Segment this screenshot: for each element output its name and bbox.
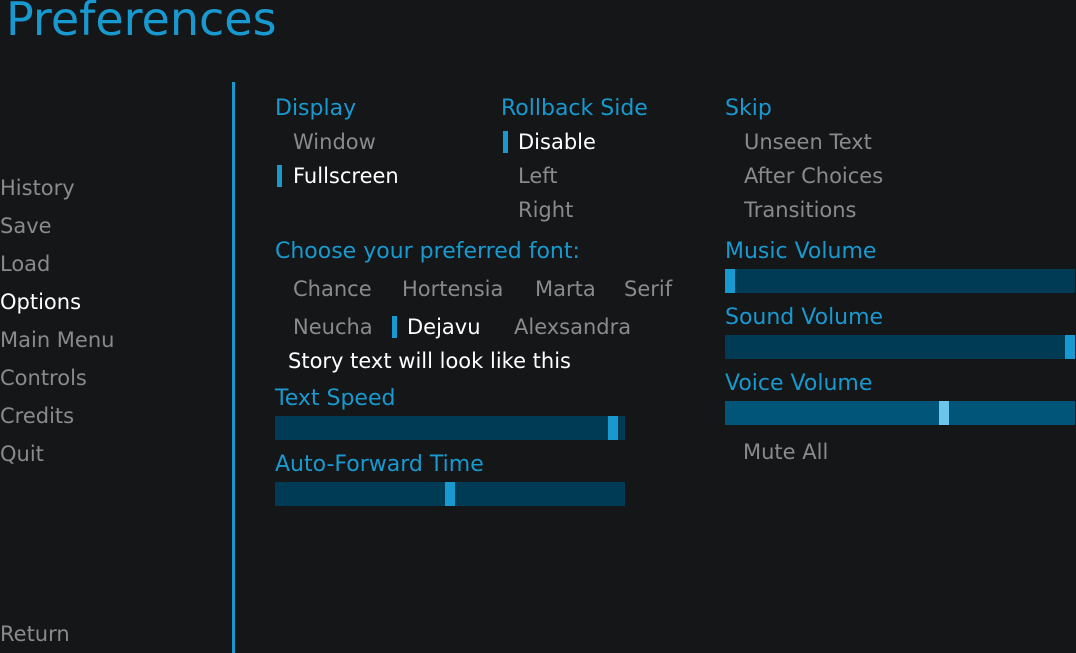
slider-thumb[interactable]	[1065, 335, 1075, 359]
sound-volume-slider[interactable]	[725, 335, 1075, 359]
font-alexsandra-option[interactable]: Alexsandra	[514, 315, 632, 339]
nav-credits[interactable]: Credits	[0, 404, 75, 428]
font-sample-text: Story text will look like this	[288, 349, 571, 373]
selected-marker	[277, 165, 282, 187]
skip-label: Skip	[725, 96, 772, 121]
font-dejavu-option[interactable]: Dejavu	[407, 315, 481, 339]
font-marta-option[interactable]: Marta	[535, 277, 596, 301]
slider-thumb[interactable]	[608, 416, 619, 440]
font-hortensia-option[interactable]: Hortensia	[402, 277, 504, 301]
slider-thumb[interactable]	[939, 401, 950, 425]
voice-volume-slider[interactable]	[725, 401, 1075, 425]
text-speed-label: Text Speed	[275, 386, 396, 411]
font-serif-option[interactable]: Serif	[624, 277, 673, 301]
sound-volume-label: Sound Volume	[725, 305, 884, 330]
rollback-disable-option[interactable]: Disable	[518, 130, 596, 154]
display-label: Display	[275, 96, 357, 121]
voice-volume-label: Voice Volume	[725, 371, 873, 396]
rollback-right-option[interactable]: Right	[518, 198, 574, 222]
page-title: Preferences	[6, 0, 277, 46]
rollback-left-option[interactable]: Left	[518, 164, 558, 188]
nav-quit[interactable]: Quit	[0, 442, 44, 466]
slider-thumb[interactable]	[725, 269, 735, 293]
nav-controls[interactable]: Controls	[0, 366, 87, 390]
return-button[interactable]: Return	[0, 622, 70, 646]
selected-marker	[503, 131, 508, 153]
slider-thumb[interactable]	[445, 482, 455, 506]
font-neucha-option[interactable]: Neucha	[293, 315, 373, 339]
display-window-option[interactable]: Window	[293, 130, 376, 154]
nav-history[interactable]: History	[0, 176, 75, 200]
auto-forward-label: Auto-Forward Time	[275, 452, 484, 477]
nav-main-menu[interactable]: Main Menu	[0, 328, 115, 352]
display-fullscreen-option[interactable]: Fullscreen	[293, 164, 399, 188]
music-volume-slider[interactable]	[725, 269, 1075, 293]
divider	[232, 82, 235, 653]
text-speed-slider[interactable]	[275, 416, 625, 440]
nav-options[interactable]: Options	[0, 290, 82, 314]
auto-forward-slider[interactable]	[275, 482, 625, 506]
skip-after-choices-option[interactable]: After Choices	[744, 164, 884, 188]
skip-unseen-option[interactable]: Unseen Text	[744, 130, 872, 154]
rollback-label: Rollback Side	[501, 96, 648, 121]
music-volume-label: Music Volume	[725, 239, 877, 264]
nav-save[interactable]: Save	[0, 214, 52, 238]
mute-all-button[interactable]: Mute All	[743, 440, 829, 464]
skip-transitions-option[interactable]: Transitions	[744, 198, 857, 222]
font-chance-option[interactable]: Chance	[293, 277, 372, 301]
font-label: Choose your preferred font:	[275, 239, 580, 264]
nav-load[interactable]: Load	[0, 252, 51, 276]
selected-marker	[392, 316, 397, 338]
